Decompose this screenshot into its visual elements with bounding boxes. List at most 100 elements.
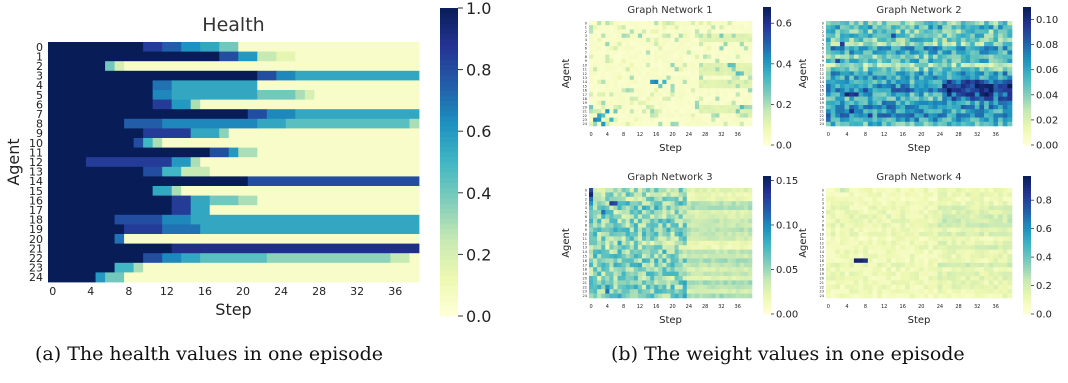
gn4-cell xyxy=(928,284,934,290)
gn3-cell xyxy=(682,218,688,224)
gn4-xtick-4: 4 xyxy=(845,304,848,310)
health-cell-agent-9-seg-1 xyxy=(143,128,192,139)
gn1-cell xyxy=(601,42,606,47)
gn4-cell xyxy=(928,249,934,255)
gn3-cell xyxy=(747,192,753,198)
gn3-cell xyxy=(686,192,692,198)
gn4-cell xyxy=(830,223,836,228)
gn4-cell xyxy=(839,276,845,281)
gn3-cell xyxy=(666,249,671,255)
gn1-cell xyxy=(707,109,712,114)
gn3-cell xyxy=(597,249,602,255)
gn2-cell xyxy=(905,50,910,55)
gn2-cell xyxy=(900,33,906,39)
gn2-cell xyxy=(867,71,873,76)
gn3-ytick-14: 14 xyxy=(583,250,588,254)
gn3-cell xyxy=(719,262,724,268)
gn3-cell xyxy=(605,254,610,259)
gn3-cell xyxy=(589,232,594,237)
gn2-cell xyxy=(877,109,883,114)
gn4-cell xyxy=(979,232,985,237)
gn2-cell xyxy=(946,71,952,76)
gn1-xtick-16: 16 xyxy=(653,132,659,138)
gn2-cell xyxy=(928,42,934,47)
gn1-cell xyxy=(646,42,651,47)
gn1-cell xyxy=(597,29,602,34)
gn4-cell xyxy=(919,218,924,224)
gn2-cell xyxy=(835,25,841,30)
gn1-cell xyxy=(654,75,659,81)
gn4-cell xyxy=(826,218,831,224)
gn2-cell xyxy=(1007,121,1013,127)
gn2-cell xyxy=(849,88,855,93)
gn2-cell xyxy=(844,46,850,51)
gn4-cell xyxy=(1002,258,1008,264)
gn1-cell xyxy=(690,79,696,85)
gn2-cell xyxy=(900,100,906,106)
gn4-cell xyxy=(909,258,915,264)
gn4-cell xyxy=(872,245,878,250)
gn3-cell xyxy=(589,267,594,272)
gn4-cell xyxy=(932,236,938,242)
gn4-cell xyxy=(835,289,841,294)
gn3-cell xyxy=(723,192,728,198)
gn1-cell xyxy=(625,33,631,39)
health-cell-agent-3-seg-3 xyxy=(295,70,420,81)
gn4-cell xyxy=(960,223,966,228)
gn2-cell xyxy=(881,100,887,106)
gn2-cell xyxy=(835,121,841,127)
gn1-cell xyxy=(739,58,745,64)
gn4-cell xyxy=(928,210,934,215)
gn1-cell xyxy=(601,100,606,106)
gn1-cell xyxy=(625,37,631,43)
gn4-cell xyxy=(849,236,855,242)
gn4-cell xyxy=(993,289,999,294)
gn2-cell xyxy=(891,100,897,106)
gn3-cell xyxy=(739,289,745,294)
gn4-cell xyxy=(914,267,920,272)
gn1-cell xyxy=(650,42,655,47)
gn3-cell xyxy=(625,267,631,272)
gn4-cell xyxy=(867,245,873,250)
gn2-cell xyxy=(849,109,855,114)
gn4-cell xyxy=(998,276,1003,281)
gn2-cell xyxy=(895,96,901,102)
gn3-cell xyxy=(682,249,688,255)
gn1-cell xyxy=(723,79,728,85)
gn1-cell xyxy=(617,29,622,34)
gn2-cell xyxy=(867,54,873,60)
gn3-cell xyxy=(719,249,724,255)
gn1-cell xyxy=(597,50,602,55)
gn3-cell xyxy=(703,188,708,193)
health-cell-agent-20-seg-2 xyxy=(124,234,420,244)
gn3-cell xyxy=(637,196,643,202)
gn4-cell xyxy=(946,245,952,250)
gn2-cell xyxy=(974,50,980,55)
gn1-cell xyxy=(719,67,724,72)
gn3-cell xyxy=(633,289,639,294)
gn4-cell xyxy=(830,201,836,206)
gn2-cell xyxy=(1002,92,1008,97)
health-cell-agent-10-seg-3 xyxy=(152,138,163,148)
gn3-cell xyxy=(747,232,753,237)
gn3-cell xyxy=(699,236,704,242)
gn4-cell xyxy=(956,223,962,228)
gn4-cell xyxy=(965,210,971,215)
gn2-cell xyxy=(919,92,924,97)
gn4-cell xyxy=(895,205,901,211)
gn3-cell xyxy=(658,210,663,215)
health-colorbar xyxy=(440,7,463,317)
health-cell-agent-7-seg-3 xyxy=(295,109,420,120)
gn3-cell xyxy=(625,205,631,211)
gn2-cell xyxy=(914,37,920,43)
gn1-cell xyxy=(641,37,647,43)
gn3-cell xyxy=(715,245,720,250)
gn3-cell xyxy=(629,240,635,246)
gn3-cell xyxy=(690,227,696,233)
gn4-cell xyxy=(928,214,934,220)
gn1-cell xyxy=(719,54,724,60)
gn3-cell xyxy=(699,262,704,268)
gn3-cell xyxy=(658,258,663,264)
gn1-cell xyxy=(633,109,639,114)
gn3-cell xyxy=(703,236,708,242)
